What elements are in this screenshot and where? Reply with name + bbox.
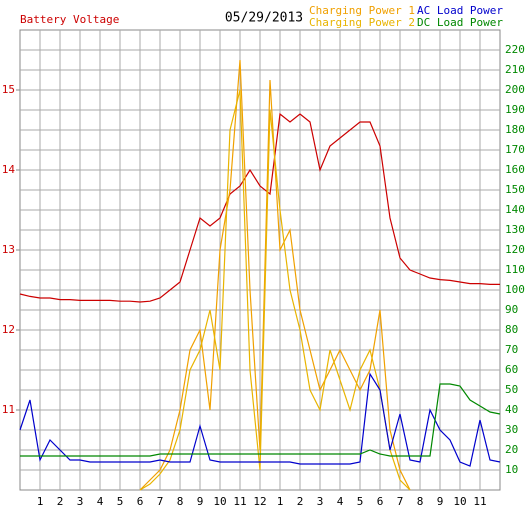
y2-tick-label: 130 <box>505 223 525 236</box>
y-tick-label: 13 <box>2 243 15 256</box>
y2-tick-label: 80 <box>505 323 518 336</box>
y2-tick-label: 150 <box>505 183 525 196</box>
chart-title: 05/29/2013 <box>225 11 303 26</box>
x-tick-label: 3 <box>77 495 84 508</box>
y2-tick-label: 30 <box>505 423 518 436</box>
y2-tick-label: 180 <box>505 123 525 136</box>
y2-tick-label: 160 <box>505 163 525 176</box>
y2-tick-label: 190 <box>505 103 525 116</box>
y2-tick-label: 170 <box>505 143 525 156</box>
y2-tick-label: 10 <box>505 463 518 476</box>
x-tick-label: 12 <box>253 495 266 508</box>
x-tick-label: 3 <box>317 495 324 508</box>
series-line <box>139 89 411 491</box>
legend-label: DC Load Power <box>417 16 503 29</box>
x-tick-label: 8 <box>177 495 184 508</box>
x-tick-label: 11 <box>233 495 246 508</box>
y-tick-label: 14 <box>2 163 16 176</box>
y2-tick-label: 210 <box>505 63 525 76</box>
y2-tick-label: 20 <box>505 443 518 456</box>
x-tick-label: 6 <box>137 495 144 508</box>
y2-tick-label: 140 <box>505 203 525 216</box>
y2-tick-label: 220 <box>505 43 525 56</box>
y-tick-label: 11 <box>2 403 15 416</box>
y2-tick-label: 120 <box>505 243 525 256</box>
x-tick-label: 11 <box>473 495 486 508</box>
x-tick-label: 7 <box>157 495 164 508</box>
x-tick-label: 9 <box>197 495 204 508</box>
series-line <box>19 372 501 467</box>
y2-tick-label: 50 <box>505 383 518 396</box>
y2-tick-label: 40 <box>505 403 518 416</box>
series-line <box>20 383 501 457</box>
y2-tick-label: 60 <box>505 363 518 376</box>
y2-tick-label: 70 <box>505 343 518 356</box>
x-tick-label: 9 <box>437 495 444 508</box>
y2-tick-label: 110 <box>505 263 525 276</box>
y-tick-label: 12 <box>2 323 15 336</box>
x-tick-label: 8 <box>417 495 424 508</box>
x-tick-label: 4 <box>97 495 104 508</box>
legend-label: Charging Power 1 <box>309 4 415 17</box>
x-tick-label: 5 <box>117 495 124 508</box>
x-tick-label: 6 <box>377 495 384 508</box>
y2-tick-label: 100 <box>505 283 525 296</box>
x-tick-label: 2 <box>57 495 64 508</box>
y-axis-label: Battery Voltage <box>20 13 119 26</box>
x-tick-label: 1 <box>277 495 284 508</box>
y-tick-label: 15 <box>2 83 15 96</box>
y2-tick-label: 90 <box>505 303 518 316</box>
x-tick-label: 5 <box>357 495 364 508</box>
legend-label: Charging Power 2 <box>309 16 415 29</box>
x-tick-label: 1 <box>37 495 44 508</box>
series-line <box>19 112 500 303</box>
y2-tick-label: 200 <box>505 83 525 96</box>
x-tick-label: 10 <box>213 495 226 508</box>
x-tick-label: 7 <box>397 495 404 508</box>
legend-label: AC Load Power <box>417 4 503 17</box>
x-tick-label: 4 <box>337 495 344 508</box>
x-tick-label: 2 <box>297 495 304 508</box>
x-tick-label: 10 <box>453 495 466 508</box>
